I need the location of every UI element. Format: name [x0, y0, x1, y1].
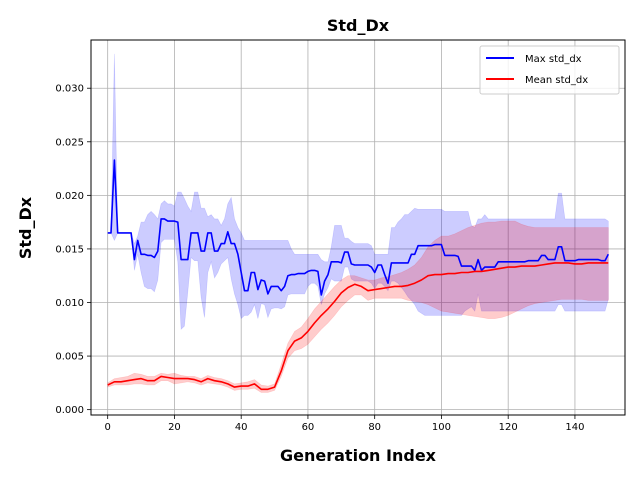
x-tick-label: 40: [235, 422, 248, 433]
y-tick-label: 0.030: [55, 84, 84, 95]
x-axis: 0 20 40 60 80 100 120 140: [105, 415, 584, 433]
legend: Max std_dx Mean std_dx: [479, 45, 620, 95]
legend-box: [479, 45, 620, 95]
mean-std-dx-line: [107, 262, 609, 391]
legend-label-max: Max std_dx: [525, 54, 582, 65]
x-tick-label: 100: [432, 422, 451, 433]
y-tick-label: 0.020: [55, 191, 84, 202]
y-tick-label: 0.010: [55, 298, 84, 309]
y-tick-label: 0.005: [55, 352, 84, 363]
x-tick-label: 120: [499, 422, 518, 433]
legend-label-mean: Mean std_dx: [525, 75, 588, 86]
x-tick-label: 80: [368, 422, 381, 433]
grid: [91, 40, 625, 415]
x-tick-label: 0: [105, 422, 111, 433]
y-tick-label: 0.000: [55, 405, 84, 416]
y-tick-label: 0.015: [55, 244, 84, 255]
y-axis: 0.000 0.005 0.010 0.015 0.020 0.025 0.030: [55, 84, 91, 416]
chart-title: Std_Dx: [327, 16, 390, 35]
mean-std-dx-band: [107, 220, 609, 393]
max-std-dx-band: [107, 53, 609, 330]
y-axis-label: Std_Dx: [16, 196, 35, 259]
x-tick-label: 140: [565, 422, 584, 433]
bands: [107, 53, 609, 393]
max-std-dx-line: [107, 159, 610, 296]
x-axis-label: Generation Index: [280, 446, 437, 465]
plot-frame: [90, 39, 626, 416]
series-lines: [107, 159, 610, 391]
x-tick-label: 60: [302, 422, 315, 433]
y-tick-label: 0.025: [55, 137, 84, 148]
x-tick-label: 20: [168, 422, 181, 433]
